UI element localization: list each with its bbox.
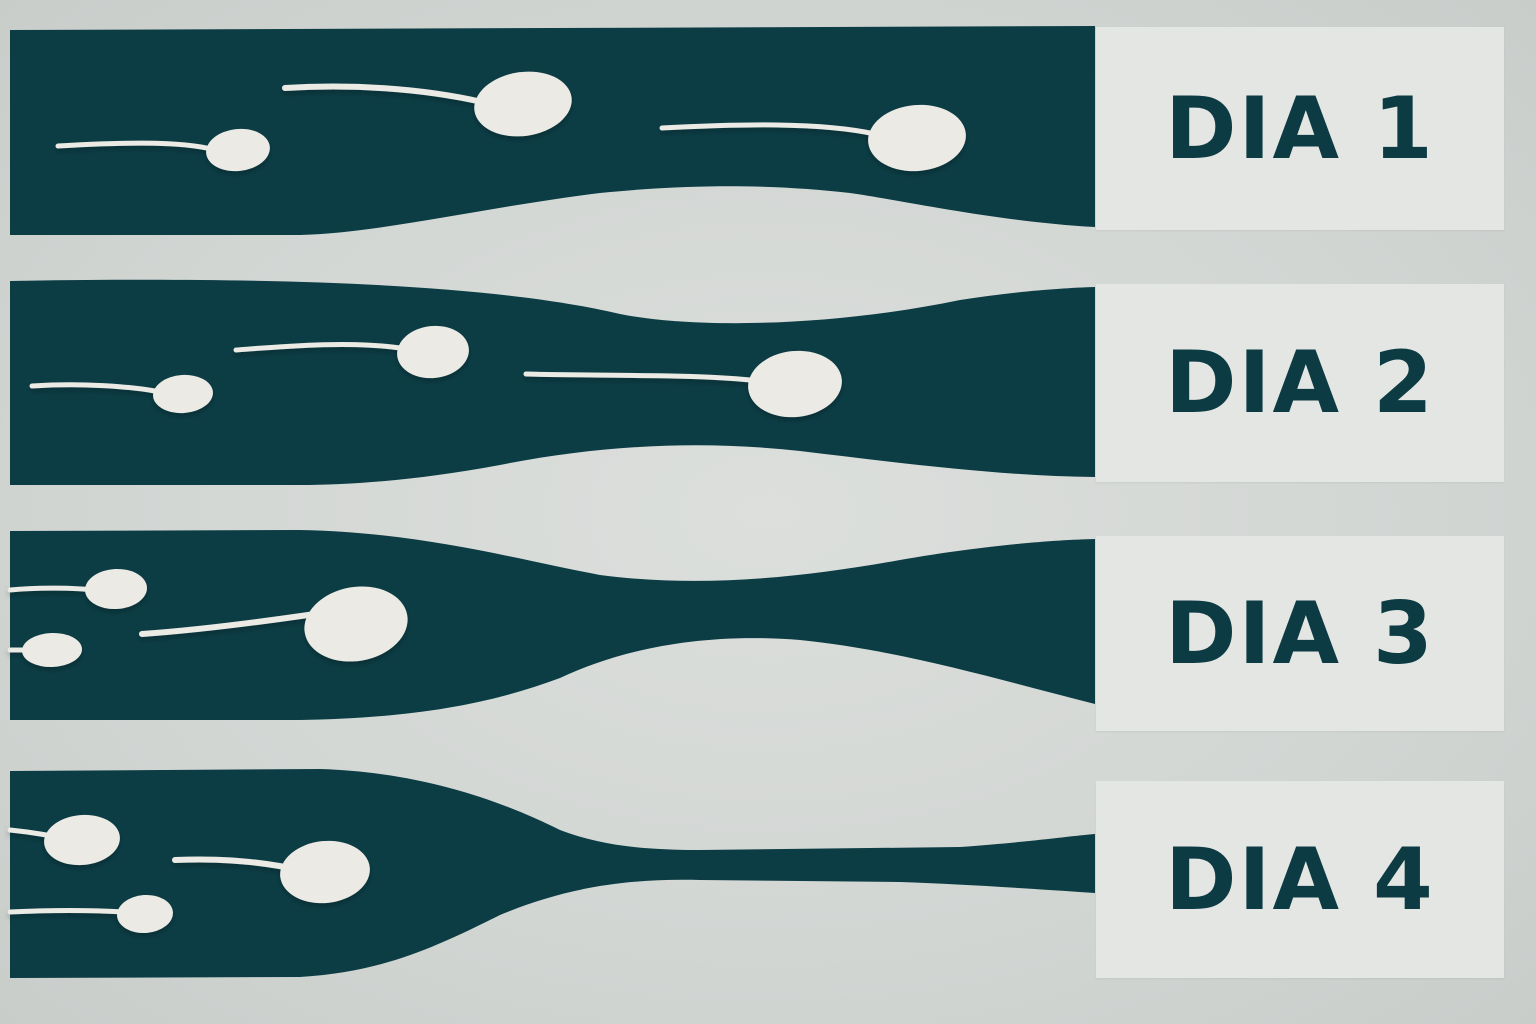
sperm-cell-icon [139, 586, 408, 662]
sperm-cell-icon [7, 632, 82, 668]
row-3 [7, 530, 1095, 720]
sperm-cell-icon [233, 325, 469, 379]
day-label-box-2: DIA 2 [1096, 284, 1504, 482]
sperm-cell-icon [282, 71, 572, 137]
day-label-box-3: DIA 3 [1096, 536, 1504, 731]
day-label-1: DIA 1 [1165, 78, 1435, 179]
sperm-cell-icon [55, 128, 270, 172]
day-label-3: DIA 3 [1165, 583, 1435, 684]
sperm-cell-icon [7, 568, 147, 610]
row-1 [10, 26, 1095, 235]
sperm-cell-icon [659, 104, 966, 172]
sperm-cell-icon [7, 894, 173, 934]
day-label-2: DIA 2 [1165, 333, 1435, 433]
sperm-cell-icon [523, 350, 842, 418]
channel-1 [10, 26, 1095, 235]
channel-2 [10, 279, 1095, 485]
sperm-cell-icon [172, 840, 370, 904]
day-label-4: DIA 4 [1165, 829, 1435, 930]
day-label-box-4: DIA 4 [1096, 781, 1504, 978]
row-2 [10, 279, 1095, 485]
sperm-cell-icon [7, 814, 120, 866]
row-4 [7, 769, 1095, 978]
channel-3 [10, 530, 1095, 720]
channel-4 [10, 769, 1095, 978]
sperm-cell-icon [29, 374, 213, 414]
day-label-box-1: DIA 1 [1096, 27, 1504, 230]
